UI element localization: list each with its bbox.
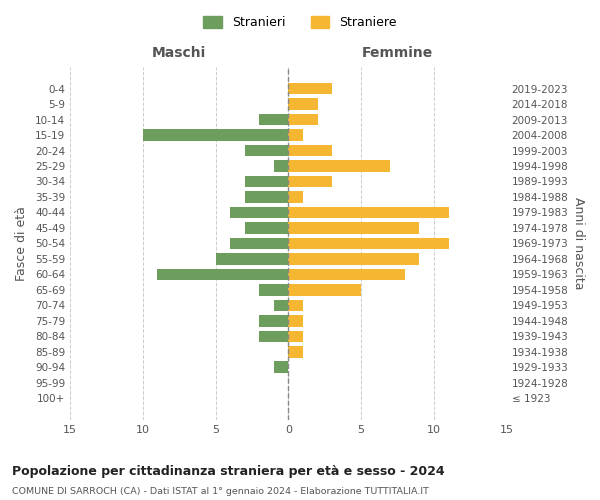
Bar xyxy=(289,144,332,156)
Bar xyxy=(230,238,289,249)
Bar xyxy=(274,362,289,373)
Bar xyxy=(143,129,289,141)
Bar xyxy=(289,114,317,126)
Bar xyxy=(245,222,289,234)
Text: Maschi: Maschi xyxy=(152,46,206,60)
Bar xyxy=(215,253,289,264)
Bar xyxy=(289,330,303,342)
Bar xyxy=(230,206,289,218)
Bar xyxy=(245,176,289,188)
Bar xyxy=(289,315,303,326)
Bar xyxy=(289,284,361,296)
Bar xyxy=(259,284,289,296)
Y-axis label: Fasce di età: Fasce di età xyxy=(15,206,28,281)
Bar xyxy=(289,160,390,172)
Bar xyxy=(157,268,289,280)
Bar xyxy=(259,330,289,342)
Bar xyxy=(274,160,289,172)
Bar xyxy=(289,346,303,358)
Bar xyxy=(274,300,289,311)
Bar xyxy=(289,83,332,94)
Bar xyxy=(289,129,303,141)
Bar xyxy=(259,315,289,326)
Bar xyxy=(289,300,303,311)
Legend: Stranieri, Straniere: Stranieri, Straniere xyxy=(198,11,402,34)
Y-axis label: Anni di nascita: Anni di nascita xyxy=(572,197,585,290)
Bar xyxy=(289,222,419,234)
Bar xyxy=(289,191,303,203)
Text: Femmine: Femmine xyxy=(362,46,433,60)
Bar xyxy=(289,206,449,218)
Bar xyxy=(259,114,289,126)
Bar xyxy=(289,98,317,110)
Bar xyxy=(289,253,419,264)
Bar xyxy=(245,191,289,203)
Text: Popolazione per cittadinanza straniera per età e sesso - 2024: Popolazione per cittadinanza straniera p… xyxy=(12,465,445,478)
Text: COMUNE DI SARROCH (CA) - Dati ISTAT al 1° gennaio 2024 - Elaborazione TUTTITALIA: COMUNE DI SARROCH (CA) - Dati ISTAT al 1… xyxy=(12,488,429,496)
Bar xyxy=(289,238,449,249)
Bar xyxy=(245,144,289,156)
Bar xyxy=(289,176,332,188)
Bar xyxy=(289,268,405,280)
